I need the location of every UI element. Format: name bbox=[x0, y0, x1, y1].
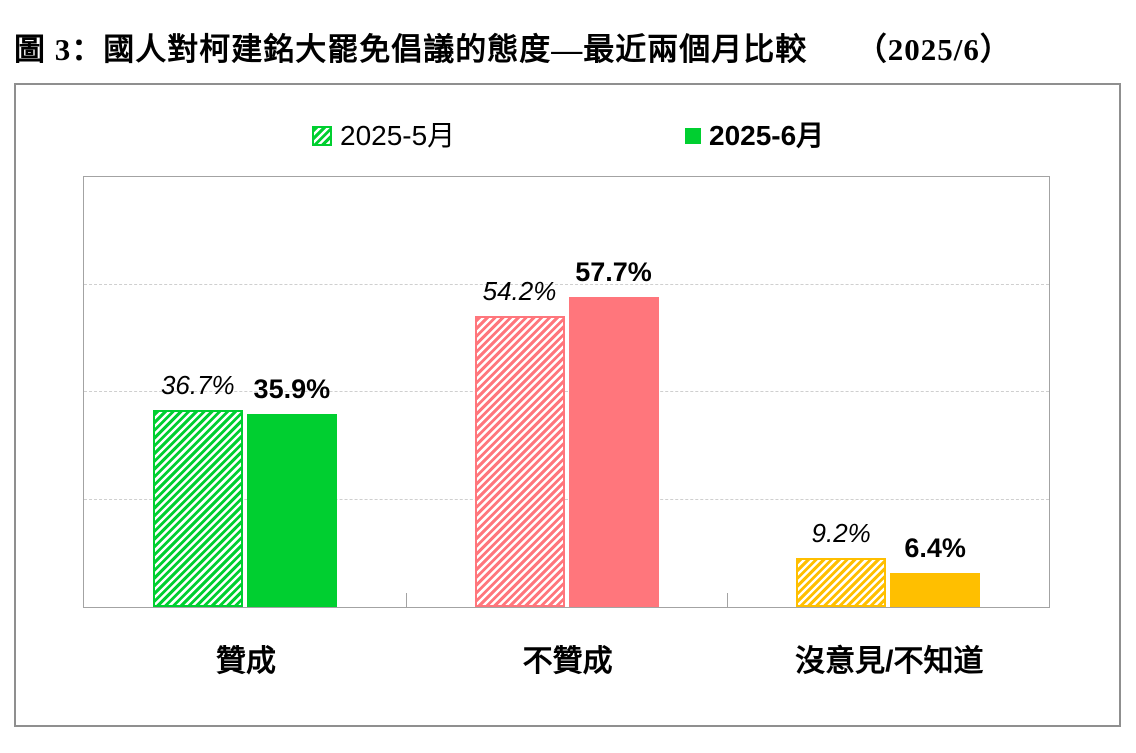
figure-title: 圖 3：國人對柯建銘大罷免倡議的態度—最近兩個月比較 （2025/6） bbox=[14, 32, 1012, 67]
value-label-may-no-opinion: 9.2% bbox=[811, 517, 871, 548]
category-label-no-opinion: 沒意見/不知道 bbox=[795, 645, 984, 678]
axis-tick bbox=[727, 593, 729, 607]
value-label-june-disagree: 57.7% bbox=[575, 256, 652, 287]
bar-may-agree bbox=[152, 409, 243, 607]
gridline-40 bbox=[84, 391, 1049, 392]
axis-tick bbox=[405, 593, 407, 607]
value-label-june-no-opinion: 6.4% bbox=[904, 532, 966, 563]
bar-june-agree bbox=[246, 414, 337, 607]
category-label-disagree: 不贊成 bbox=[522, 645, 613, 678]
bar-may-no-opinion bbox=[796, 557, 887, 607]
chart-frame: 2025-5月 2025-6月 36.7% 35.9% 54.2% 57.7% 9.2%… bbox=[14, 83, 1121, 727]
value-label-may-agree: 36.7% bbox=[160, 369, 235, 400]
legend-label-2025-6: 2025-6月 bbox=[709, 120, 825, 151]
legend-label-2025-5: 2025-5月 bbox=[340, 120, 456, 151]
legend-item-2025-6: 2025-6月 bbox=[685, 118, 824, 153]
plot-area: 36.7% 35.9% 54.2% 57.7% 9.2% 6.4% bbox=[83, 176, 1050, 608]
bar-june-disagree bbox=[568, 296, 659, 607]
gridline-20 bbox=[84, 498, 1049, 500]
category-label-agree: 贊成 bbox=[216, 645, 276, 678]
gridline-60 bbox=[84, 283, 1049, 285]
legend-swatch-solid-icon bbox=[685, 127, 701, 144]
value-label-june-agree: 35.9% bbox=[253, 374, 331, 405]
legend-item-2025-5: 2025-5月 bbox=[312, 118, 455, 153]
legend-swatch-hatched-icon bbox=[312, 125, 332, 146]
bar-may-disagree bbox=[474, 315, 565, 607]
bar-june-no-opinion bbox=[890, 572, 981, 607]
value-label-may-disagree: 54.2% bbox=[482, 275, 557, 306]
